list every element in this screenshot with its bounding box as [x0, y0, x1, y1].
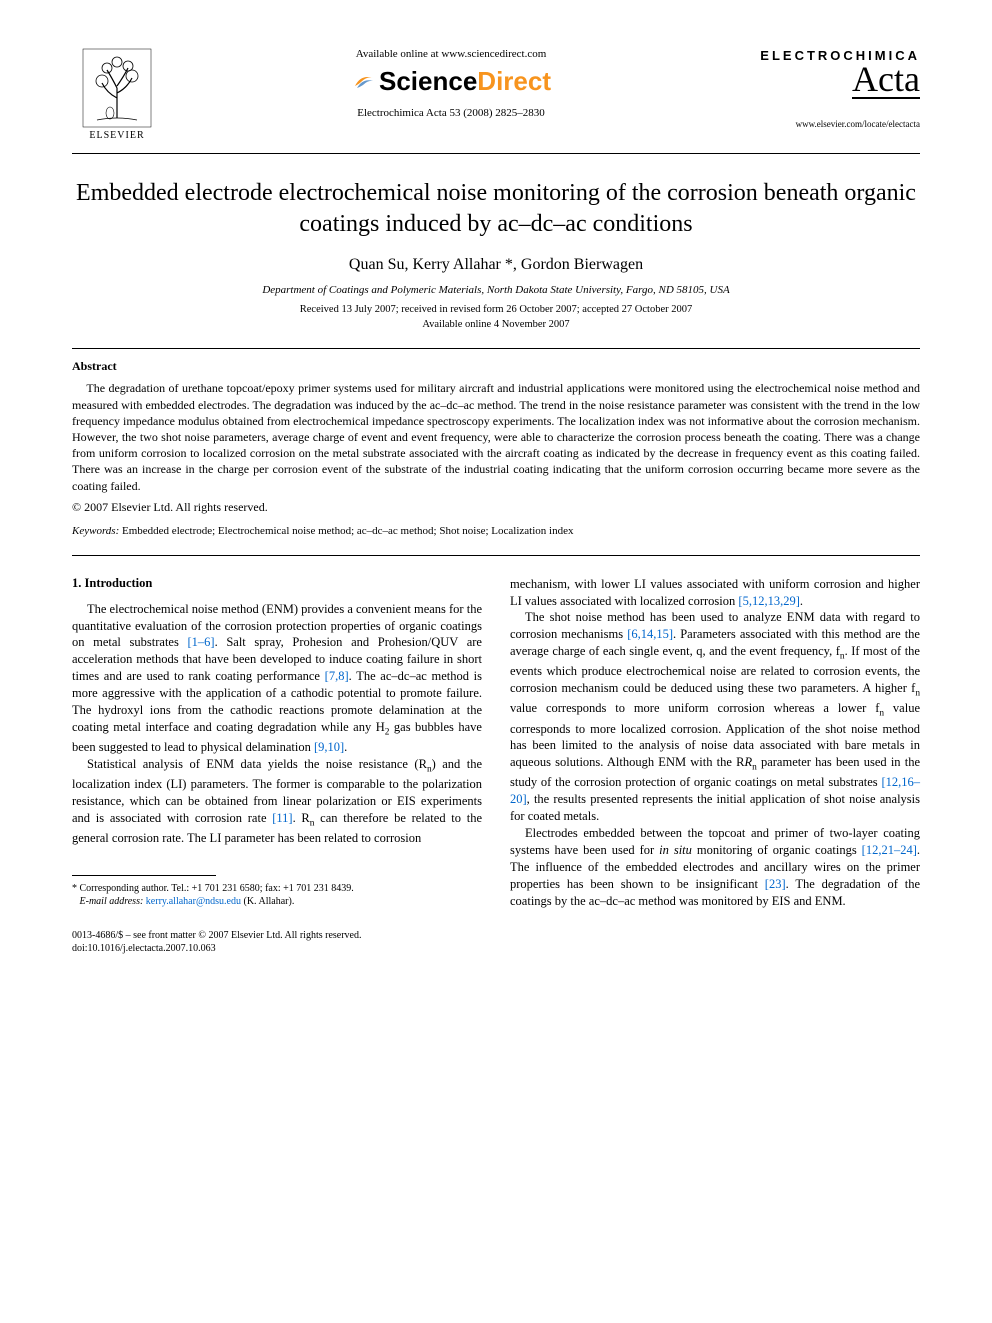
- header-bar: ELSEVIER Available online at www.science…: [72, 48, 920, 154]
- divider: [72, 348, 920, 349]
- header-right: ELECTROCHIMICA Acta www.elsevier.com/loc…: [740, 48, 920, 129]
- citation[interactable]: [11]: [272, 811, 292, 825]
- footnote-email-line: E-mail address: kerry.allahar@ndsu.edu (…: [72, 895, 482, 908]
- citation[interactable]: [23]: [765, 877, 786, 891]
- body-columns: 1. Introduction The electrochemical nois…: [72, 576, 920, 910]
- column-right: mechanism, with lower LI values associat…: [510, 576, 920, 910]
- journal-reference: Electrochimica Acta 53 (2008) 2825–2830: [182, 107, 720, 119]
- corresponding-author-footnote: * Corresponding author. Tel.: +1 701 231…: [72, 882, 482, 908]
- sciencedirect-logo: ScienceDirect: [182, 66, 720, 97]
- keywords-label: Keywords:: [72, 525, 119, 537]
- footer-doi: doi:10.1016/j.electacta.2007.10.063: [72, 942, 920, 955]
- availability-text: Available online at www.sciencedirect.co…: [182, 48, 720, 60]
- journal-url: www.elsevier.com/locate/electacta: [740, 119, 920, 129]
- sd-suffix: Direct: [477, 66, 551, 96]
- paragraph: Statistical analysis of ENM data yields …: [72, 756, 482, 847]
- authors-text: Quan Su, Kerry Allahar *, Gordon Bierwag…: [349, 256, 643, 273]
- article-title: Embedded electrode electrochemical noise…: [72, 178, 920, 240]
- paragraph: Electrodes embedded between the topcoat …: [510, 825, 920, 909]
- journal-brand-script: Acta: [852, 63, 920, 99]
- sd-prefix: Science: [379, 66, 477, 96]
- paragraph: The electrochemical noise method (ENM) p…: [72, 601, 482, 756]
- citation[interactable]: [12,21–24]: [862, 843, 917, 857]
- elsevier-label: ELSEVIER: [89, 130, 144, 141]
- sd-swoosh-icon: [351, 68, 377, 94]
- citation[interactable]: [7,8]: [325, 669, 349, 683]
- footer-front-matter: 0013-4686/$ – see front matter © 2007 El…: [72, 929, 920, 942]
- footnote-line: * Corresponding author. Tel.: +1 701 231…: [72, 882, 482, 895]
- abstract-copyright: © 2007 Elsevier Ltd. All rights reserved…: [72, 500, 920, 515]
- citation[interactable]: [9,10]: [314, 740, 344, 754]
- elsevier-tree-logo: [82, 48, 152, 128]
- email-link[interactable]: kerry.allahar@ndsu.edu: [146, 896, 241, 907]
- section-heading: 1. Introduction: [72, 576, 482, 591]
- paragraph: The shot noise method has been used to a…: [510, 609, 920, 825]
- dates-online: Available online 4 November 2007: [72, 319, 920, 330]
- abstract-heading: Abstract: [72, 359, 920, 374]
- authors: Quan Su, Kerry Allahar *, Gordon Bierwag…: [72, 256, 920, 274]
- keywords-text: Embedded electrode; Electrochemical nois…: [119, 525, 573, 537]
- dates-received: Received 13 July 2007; received in revis…: [72, 304, 920, 315]
- abstract-body: The degradation of urethane topcoat/epox…: [72, 380, 920, 493]
- citation[interactable]: [1–6]: [187, 635, 214, 649]
- column-left: 1. Introduction The electrochemical nois…: [72, 576, 482, 910]
- footnote-divider: [72, 875, 216, 876]
- divider: [72, 555, 920, 556]
- keywords: Keywords: Embedded electrode; Electroche…: [72, 525, 920, 537]
- affiliation: Department of Coatings and Polymeric Mat…: [72, 284, 920, 296]
- citation[interactable]: [6,14,15]: [627, 627, 673, 641]
- paragraph: mechanism, with lower LI values associat…: [510, 576, 920, 610]
- page-footer: 0013-4686/$ – see front matter © 2007 El…: [72, 929, 920, 955]
- header-center: Available online at www.sciencedirect.co…: [162, 48, 740, 119]
- citation[interactable]: [5,12,13,29]: [738, 594, 799, 608]
- publisher-logo-block: ELSEVIER: [72, 48, 162, 141]
